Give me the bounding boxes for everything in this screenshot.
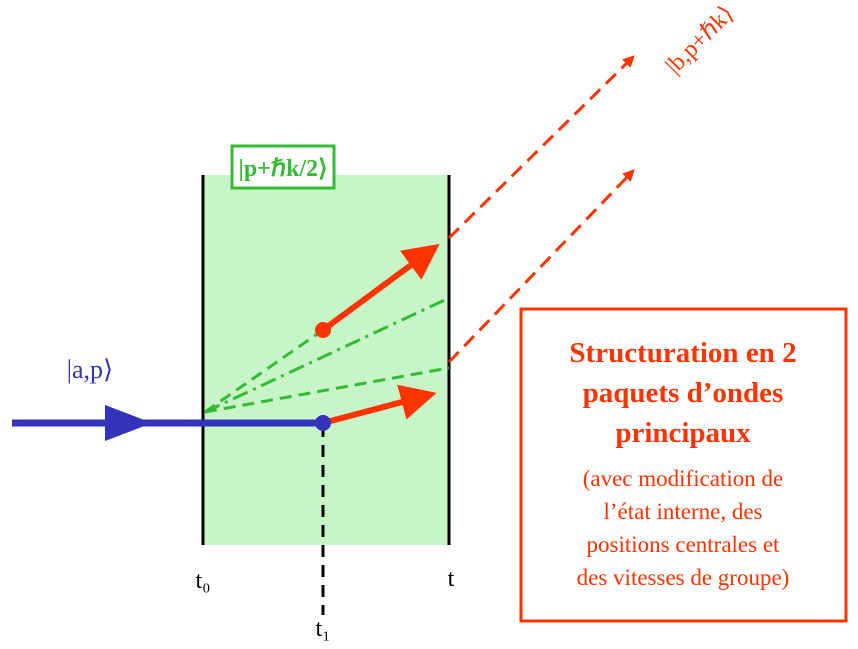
state-b-label: |b,p+ℏk⟩ xyxy=(661,1,739,79)
t1-label: t₁ xyxy=(315,616,330,642)
blue-dot xyxy=(315,415,331,431)
red-dashed xyxy=(447,55,635,240)
mid-state-box xyxy=(230,144,336,190)
red-arrow xyxy=(322,384,437,426)
summary-note-line: des vitesses de groupe) xyxy=(577,565,790,590)
green-dashed xyxy=(204,366,450,414)
summary-box xyxy=(519,307,848,623)
red-arrow xyxy=(321,243,440,333)
t0-label: t₀ xyxy=(195,568,210,594)
summary-note-line: (avec modification de xyxy=(583,466,784,491)
beam-arrowhead xyxy=(105,405,152,441)
summary-note-line: l’état interne, des xyxy=(603,499,762,524)
t-label: t xyxy=(448,566,455,592)
summary-text: Structuration en 2 paquets d’ondes princip… xyxy=(569,337,796,590)
green-dashdot xyxy=(204,296,450,414)
summary-title-line: principaux xyxy=(615,417,751,449)
state-a-label: |a,p⟩ xyxy=(67,355,113,384)
mid-state-label: |p+ℏk/2⟩ xyxy=(239,156,328,182)
summary-title-line: Structuration en 2 xyxy=(569,337,796,369)
green-dashed xyxy=(204,328,324,414)
interaction-zone xyxy=(203,175,449,545)
summary-note-line: positions centrales et xyxy=(587,532,781,557)
summary-title-line: paquets d’ondes xyxy=(583,377,784,409)
red-dot xyxy=(315,322,331,338)
